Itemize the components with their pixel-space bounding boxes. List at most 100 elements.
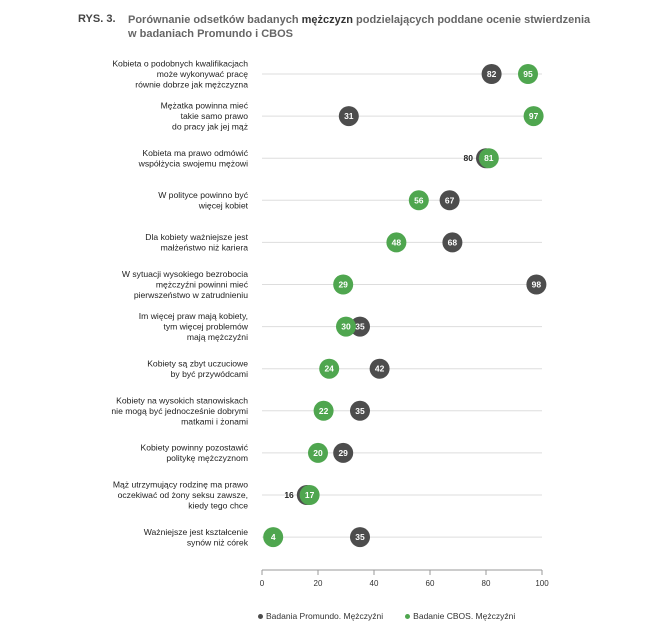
title-part-bold: mężczyzn bbox=[301, 14, 353, 26]
promundo-value-label-0: 82 bbox=[487, 69, 497, 79]
figure-label: RYS. 3. bbox=[78, 13, 116, 25]
cbos-point-2 bbox=[478, 148, 499, 169]
category-label-3: W polityce powinno być więcej kobiet bbox=[158, 190, 249, 211]
promundo-value-label-7: 42 bbox=[375, 364, 385, 374]
category-label-line: tym więcej problemów bbox=[163, 322, 248, 332]
cbos-value-label-3: 56 bbox=[414, 195, 424, 205]
cbos-value-label-0: 95 bbox=[523, 69, 533, 79]
x-tick-label-2: 40 bbox=[370, 579, 379, 588]
category-label-6: Im więcej praw mają kobiety, tym więcej p… bbox=[139, 311, 249, 342]
cbos-value-label-1: 97 bbox=[529, 111, 539, 121]
title-part-1: Porównanie odsetków badanych bbox=[128, 14, 302, 26]
promundo-point-7 bbox=[369, 358, 390, 379]
x-tick-label-5: 100 bbox=[535, 579, 549, 588]
category-label-line: matkami i żonami bbox=[181, 416, 248, 426]
category-label-line: politykę mężczyznom bbox=[166, 453, 248, 463]
cbos-value-label-9: 20 bbox=[313, 448, 323, 458]
category-label-line: synów niż córek bbox=[187, 537, 249, 547]
legend-marker-promundo bbox=[258, 613, 263, 619]
chart-legend: Badania Promundo. Mężczyźni Badanie CBOS… bbox=[258, 611, 515, 621]
cbos-point-0 bbox=[518, 64, 538, 84]
x-tick-label-3: 60 bbox=[426, 579, 435, 588]
category-label-line: Mężatka powinna mieć bbox=[161, 101, 249, 111]
promundo-point-3 bbox=[439, 190, 460, 211]
category-label-line: mają mężczyźni bbox=[187, 332, 248, 342]
category-label-9: Kobiety powinny pozostawić politykę mężcz… bbox=[141, 443, 249, 464]
category-label-line: Im więcej praw mają kobiety, bbox=[139, 311, 248, 321]
promundo-point-6 bbox=[350, 316, 370, 337]
cbos-value-label-4: 48 bbox=[392, 237, 402, 247]
cbos-point-7 bbox=[319, 358, 340, 379]
cbos-value-label-10: 17 bbox=[305, 490, 315, 500]
category-label-line: może wykonywać pracę bbox=[157, 69, 248, 79]
cbos-value-label-2: 81 bbox=[484, 153, 494, 163]
category-label-10: Mąż utrzymujący rodzinę ma prawo oczekiwa… bbox=[113, 480, 248, 511]
category-label-line: nie mogą być jednocześnie dobrymi bbox=[111, 406, 248, 416]
cbos-point-3 bbox=[408, 190, 429, 211]
category-label-line: Ważniejsze jest kształcenie bbox=[144, 527, 248, 537]
category-label-line: Kobiety są zbyt uczuciowe bbox=[147, 358, 248, 368]
category-label-line: Kobieta ma prawo odmówić bbox=[142, 148, 248, 158]
category-label-line: Dla kobiety ważniejsze jest bbox=[145, 232, 248, 242]
category-label-line: współżycia swojemu mężowi bbox=[138, 158, 248, 168]
category-label-line: do pracy jak jej mąż bbox=[172, 122, 248, 132]
category-label-2: Kobieta ma prawo odmówić współżycia swoje… bbox=[138, 148, 249, 169]
promundo-value-label-9: 29 bbox=[338, 448, 348, 458]
cbos-value-label-8: 22 bbox=[319, 406, 329, 416]
promundo-value-label-10: 16 bbox=[284, 490, 294, 500]
cbos-point-6 bbox=[336, 316, 356, 337]
category-label-line: oczekiwać od żony seksu zawsze, bbox=[118, 490, 248, 500]
legend-label-promundo: Badania Promundo. Mężczyźni bbox=[266, 611, 384, 621]
cbos-point-4 bbox=[386, 232, 407, 253]
cbos-point-5 bbox=[333, 274, 354, 295]
promundo-value-label-5: 98 bbox=[532, 280, 542, 290]
category-label-5: W sytuacji wysokiego bezrobocia mężczyźni… bbox=[122, 269, 249, 300]
category-label-line: takie samo prawo bbox=[181, 111, 249, 121]
category-label-11: Ważniejsze jest kształcenie synów niż cór… bbox=[144, 527, 249, 548]
legend-item-promundo: Badania Promundo. Mężczyźni bbox=[258, 611, 383, 621]
category-label-1: Mężatka powinna mieć takie samo prawo do p… bbox=[161, 101, 249, 132]
promundo-value-label-6: 35 bbox=[355, 322, 365, 332]
category-label-line: Kobiety na wysokich stanowiskach bbox=[116, 395, 248, 405]
cbos-value-label-11: 4 bbox=[271, 532, 276, 542]
cbos-point-10 bbox=[299, 485, 320, 505]
category-label-line: W sytuacji wysokiego bezrobocia bbox=[122, 269, 248, 279]
promundo-point-0 bbox=[481, 64, 502, 84]
promundo-value-label-3: 67 bbox=[445, 195, 455, 205]
x-tick-label-0: 0 bbox=[260, 579, 265, 588]
legend-label-cbos: Badanie CBOS. Mężczyźni bbox=[413, 611, 516, 621]
cbos-point-8 bbox=[313, 400, 334, 421]
promundo-value-label-2: 80 bbox=[464, 153, 474, 163]
category-label-line: Kobieta o podobnych kwalifikacjach bbox=[112, 59, 248, 69]
cbos-value-label-7: 24 bbox=[324, 364, 334, 374]
promundo-value-label-11: 35 bbox=[355, 532, 365, 542]
category-label-line: by być przywódcami bbox=[171, 369, 248, 379]
category-label-7: Kobiety są zbyt uczuciowe by być przywódc… bbox=[147, 358, 248, 379]
cbos-point-1 bbox=[523, 106, 544, 127]
category-label-line: więcej kobiet bbox=[198, 201, 249, 211]
x-tick-label-4: 80 bbox=[482, 579, 491, 588]
legend-marker-cbos bbox=[405, 613, 411, 619]
category-label-8: Kobiety na wysokich stanowiskach nie mogą… bbox=[111, 395, 248, 426]
promundo-point-1 bbox=[338, 106, 359, 127]
promundo-point-11 bbox=[350, 527, 370, 548]
x-tick-label-1: 20 bbox=[314, 579, 323, 588]
promundo-value-label-8: 35 bbox=[355, 406, 365, 416]
cbos-point-11 bbox=[263, 527, 284, 548]
category-label-0: Kobieta o podobnych kwalifikacjach może w… bbox=[112, 59, 248, 90]
cbos-value-label-5: 29 bbox=[338, 280, 348, 290]
category-label-4: Dla kobiety ważniejsze jest małżeństwo ni… bbox=[145, 232, 248, 253]
category-label-line: kiedy tego chce bbox=[188, 501, 248, 511]
promundo-point-4 bbox=[442, 232, 463, 253]
category-label-line: równie dobrze jak mężczyzna bbox=[135, 80, 248, 90]
title-part-2: podzielających poddane ocenie stwierdzen… bbox=[128, 14, 591, 40]
category-label-line: W polityce powinno być bbox=[158, 190, 249, 200]
cbos-point-9 bbox=[308, 442, 328, 463]
chart-title: Porównanie odsetków badanych mężczyzn po… bbox=[128, 13, 598, 41]
category-label-line: pierwszeństwo w zatrudnieniu bbox=[134, 290, 248, 300]
promundo-value-label-1: 31 bbox=[344, 111, 354, 121]
category-label-line: małżeństwo niż kariera bbox=[161, 243, 249, 253]
category-label-line: mężczyźni powinni mieć bbox=[156, 280, 249, 290]
promundo-point-8 bbox=[350, 400, 370, 421]
